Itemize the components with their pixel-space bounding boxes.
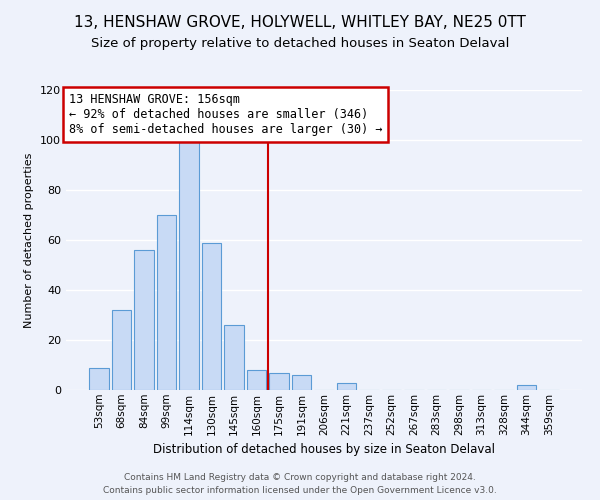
Text: 13, HENSHAW GROVE, HOLYWELL, WHITLEY BAY, NE25 0TT: 13, HENSHAW GROVE, HOLYWELL, WHITLEY BAY…	[74, 15, 526, 30]
Text: Contains HM Land Registry data © Crown copyright and database right 2024.
Contai: Contains HM Land Registry data © Crown c…	[103, 473, 497, 495]
Text: 13 HENSHAW GROVE: 156sqm
← 92% of detached houses are smaller (346)
8% of semi-d: 13 HENSHAW GROVE: 156sqm ← 92% of detach…	[68, 93, 382, 136]
Bar	[179, 140, 199, 390]
Text: Size of property relative to detached houses in Seaton Delaval: Size of property relative to detached ho…	[91, 38, 509, 51]
Bar	[337, 382, 356, 390]
X-axis label: Distribution of detached houses by size in Seaton Delaval: Distribution of detached houses by size …	[153, 443, 495, 456]
Bar	[202, 242, 221, 390]
Bar	[134, 250, 154, 390]
Bar	[157, 215, 176, 390]
Bar	[517, 385, 536, 390]
Bar	[269, 372, 289, 390]
Y-axis label: Number of detached properties: Number of detached properties	[25, 152, 34, 328]
Bar	[224, 325, 244, 390]
Bar	[89, 368, 109, 390]
Bar	[247, 370, 266, 390]
Bar	[112, 310, 131, 390]
Bar	[292, 375, 311, 390]
